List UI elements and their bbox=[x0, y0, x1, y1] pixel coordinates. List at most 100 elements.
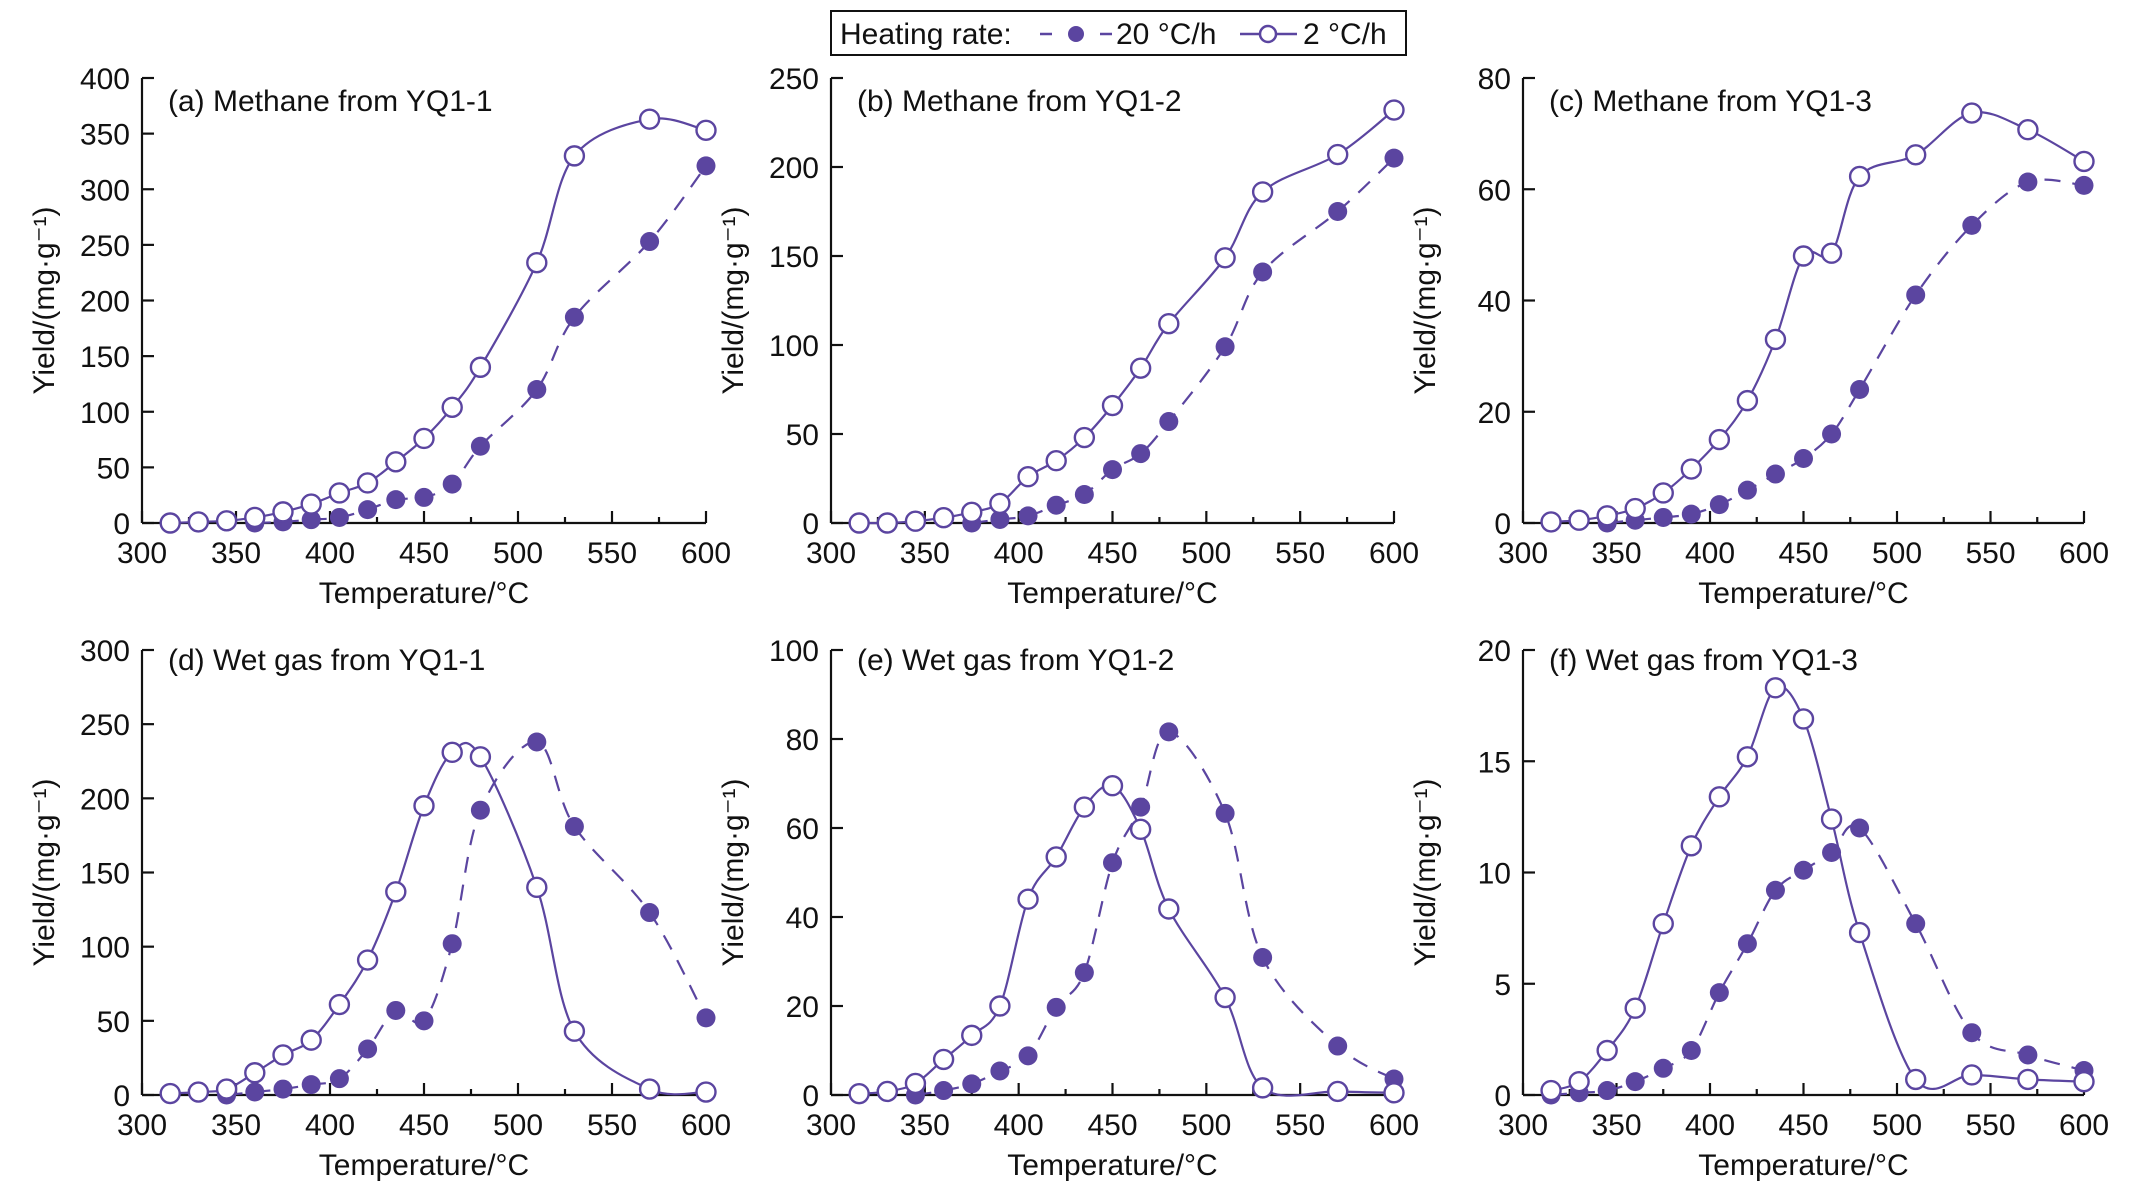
data-point-open bbox=[1904, 1068, 1927, 1091]
legend-entry-20: 20 °C/h bbox=[1116, 18, 1216, 51]
data-point-open bbox=[1848, 165, 1871, 188]
data-point-filled bbox=[1328, 202, 1348, 221]
data-point-filled bbox=[1709, 983, 1729, 1003]
x-tick-label: 350 bbox=[900, 537, 950, 570]
x-tick-label: 550 bbox=[587, 1109, 637, 1142]
data-point-open bbox=[413, 427, 435, 450]
x-tick-label: 450 bbox=[1778, 1109, 1828, 1142]
x-tick-label: 400 bbox=[1685, 537, 1735, 570]
data-point-open bbox=[1073, 796, 1096, 818]
y-tick-label: 100 bbox=[769, 330, 819, 363]
data-point-open bbox=[1596, 1039, 1618, 1062]
data-point-filled bbox=[329, 507, 349, 527]
y-tick-label: 80 bbox=[1478, 63, 1511, 96]
series-line-solid bbox=[1550, 111, 2085, 523]
data-point-filled bbox=[527, 732, 547, 752]
data-point-filled bbox=[1737, 480, 1757, 500]
data-point-filled bbox=[301, 1075, 321, 1095]
y-axis-title: Yield/(mg·g⁻¹) bbox=[28, 778, 61, 966]
y-tick-label: 150 bbox=[80, 858, 130, 891]
x-tick-label: 450 bbox=[1087, 1109, 1137, 1142]
y-axis-title: Yield/(mg·g⁻¹) bbox=[1409, 206, 1442, 394]
data-point-open bbox=[1820, 242, 1843, 264]
data-point-open bbox=[385, 451, 407, 473]
data-point-open bbox=[1736, 389, 1759, 412]
data-point-open bbox=[2073, 150, 2095, 173]
legend-filled-marker bbox=[1068, 26, 1084, 42]
y-tick-label: 200 bbox=[80, 286, 130, 319]
y-tick-label: 80 bbox=[786, 724, 819, 757]
data-point-filled bbox=[1653, 1058, 1673, 1078]
x-axis-title: Temperature/°C bbox=[1007, 577, 1217, 610]
panel-title: (f) Wet gas from YQ1-3 bbox=[1549, 644, 1858, 677]
data-point-open bbox=[989, 492, 1011, 515]
data-point-filled bbox=[1962, 215, 1982, 235]
y-tick-label: 300 bbox=[80, 635, 130, 668]
y-tick-label: 0 bbox=[1494, 1080, 1511, 1113]
data-point-open bbox=[961, 501, 983, 524]
legend: Heating rate: 20 °C/h 2 °C/h bbox=[830, 10, 1407, 56]
data-point-open bbox=[1568, 509, 1590, 531]
y-tick-label: 250 bbox=[80, 709, 130, 742]
y-tick-label: 40 bbox=[786, 902, 819, 935]
data-point-filled bbox=[1681, 504, 1701, 524]
x-tick-label: 350 bbox=[1591, 537, 1641, 570]
data-point-filled bbox=[1384, 148, 1404, 168]
x-tick-label: 350 bbox=[211, 537, 261, 570]
data-point-filled bbox=[2018, 172, 2038, 192]
data-point-filled bbox=[358, 1039, 378, 1059]
x-tick-label: 400 bbox=[994, 1109, 1044, 1142]
data-point-filled bbox=[470, 436, 490, 456]
data-point-filled bbox=[1906, 285, 1926, 305]
panel-b: 0 50 100 150 200 250 300 350 400 450 500 550 600 Temp… bbox=[717, 63, 1419, 610]
data-point-filled bbox=[1103, 460, 1122, 480]
data-point-filled bbox=[1822, 842, 1842, 862]
data-point-filled bbox=[1962, 1023, 1982, 1043]
series-20C-per-h bbox=[245, 156, 716, 533]
data-point-open bbox=[904, 1072, 927, 1095]
data-point-filled bbox=[273, 1079, 293, 1099]
data-point-filled bbox=[1906, 914, 1926, 934]
data-point-filled bbox=[1253, 947, 1273, 967]
series-line-dashed bbox=[226, 740, 707, 1097]
data-point-open bbox=[1708, 786, 1731, 808]
y-tick-label: 50 bbox=[786, 419, 819, 452]
x-tick-label: 450 bbox=[1087, 537, 1137, 570]
data-point-open bbox=[989, 995, 1011, 1017]
data-point-filled bbox=[564, 307, 584, 327]
data-point-filled bbox=[990, 1061, 1010, 1081]
data-point-filled bbox=[414, 487, 434, 507]
data-point-open bbox=[1792, 245, 1815, 267]
data-point-open bbox=[215, 510, 238, 532]
data-point-filled bbox=[1074, 485, 1094, 505]
y-tick-label: 100 bbox=[80, 397, 130, 430]
x-tick-label: 600 bbox=[2059, 537, 2109, 570]
y-tick-label: 40 bbox=[1478, 286, 1511, 319]
panel-f: 0 5 10 15 20 300 350 400 450 500 550 600 Temperature… bbox=[1409, 635, 2109, 1182]
legend-open-marker bbox=[1258, 24, 1278, 44]
series-2C-per-h bbox=[1540, 677, 2095, 1102]
x-tick-label: 350 bbox=[1591, 1109, 1641, 1142]
x-tick-label: 300 bbox=[806, 537, 856, 570]
data-point-filled bbox=[990, 509, 1010, 529]
data-point-open bbox=[1017, 888, 1039, 910]
x-axis-title: Temperature/°C bbox=[319, 1149, 529, 1182]
x-axis-title: Temperature/°C bbox=[1698, 577, 1908, 610]
data-point-filled bbox=[1794, 860, 1813, 880]
x-tick-label: 550 bbox=[587, 537, 637, 570]
data-point-filled bbox=[1653, 507, 1673, 527]
series-line-dashed bbox=[915, 730, 1395, 1097]
y-tick-label: 250 bbox=[80, 230, 130, 263]
series-2C-per-h bbox=[848, 99, 1405, 534]
data-point-open bbox=[385, 881, 407, 903]
data-point-open bbox=[356, 949, 379, 971]
data-point-open bbox=[1045, 846, 1067, 868]
panel-a: 0 50 100 150 200 250 300 350 400 300 350 400 450 500 5… bbox=[28, 63, 731, 610]
data-point-open bbox=[1129, 357, 1152, 379]
x-tick-label: 600 bbox=[1369, 1109, 1419, 1142]
series-line-dashed bbox=[1607, 178, 2085, 525]
series-2C-per-h bbox=[159, 741, 717, 1105]
data-point-filled bbox=[696, 156, 716, 176]
series-20C-per-h bbox=[1541, 818, 2094, 1105]
series-2C-per-h bbox=[1540, 102, 2095, 533]
